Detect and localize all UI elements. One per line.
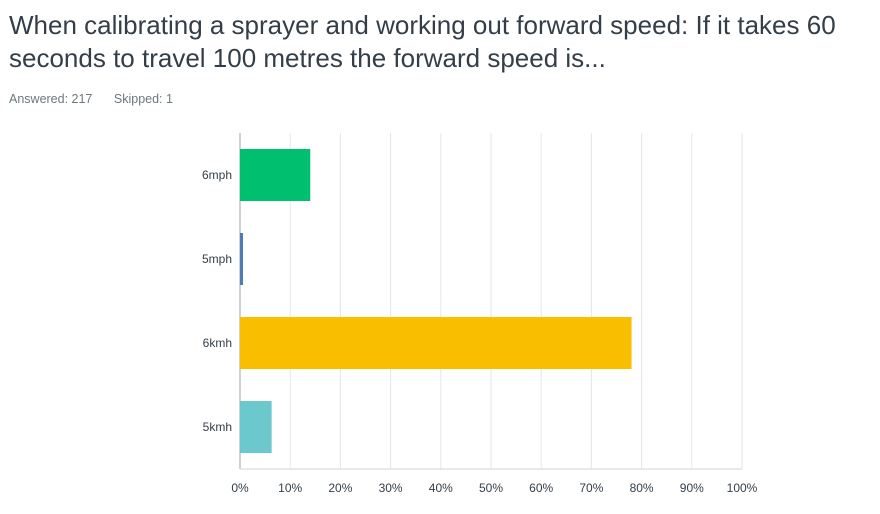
x-tick-label: 60% xyxy=(529,481,553,495)
x-tick-label: 80% xyxy=(630,481,654,495)
x-axis-tick-labels: 0% 10% 20% 30% 40% 50% 60% 70% 80% 90% 100% xyxy=(231,481,757,495)
bar-6mph[interactable] xyxy=(240,149,311,201)
category-label: 5kmh xyxy=(203,420,232,434)
x-tick-label: 40% xyxy=(429,481,453,495)
category-label: 5mph xyxy=(202,252,232,266)
answered-count: Answered: 217 xyxy=(9,92,93,106)
question-title: When calibrating a sprayer and working o… xyxy=(9,10,836,73)
bar-5mph[interactable] xyxy=(240,233,244,285)
bar-5kmh[interactable] xyxy=(240,401,272,453)
x-tick-label: 100% xyxy=(727,481,758,495)
x-tick-label: 90% xyxy=(680,481,704,495)
skipped-count: Skipped: 1 xyxy=(113,92,173,106)
bar-6kmh[interactable] xyxy=(240,317,632,369)
x-tick-label: 50% xyxy=(479,481,503,495)
x-tick-label: 70% xyxy=(579,481,603,495)
x-tick-label: 20% xyxy=(328,481,352,495)
bars xyxy=(240,149,632,453)
x-tick-label: 10% xyxy=(278,481,302,495)
x-tick-label: 0% xyxy=(231,481,249,495)
response-stats: Answered: 217 Skipped: 1 xyxy=(9,92,191,106)
category-labels: 6mph 5mph 6kmh 5kmh xyxy=(202,168,232,434)
x-tick-label: 30% xyxy=(379,481,403,495)
category-label: 6kmh xyxy=(203,336,232,350)
grid-lines xyxy=(239,133,743,470)
category-label: 6mph xyxy=(202,168,232,182)
